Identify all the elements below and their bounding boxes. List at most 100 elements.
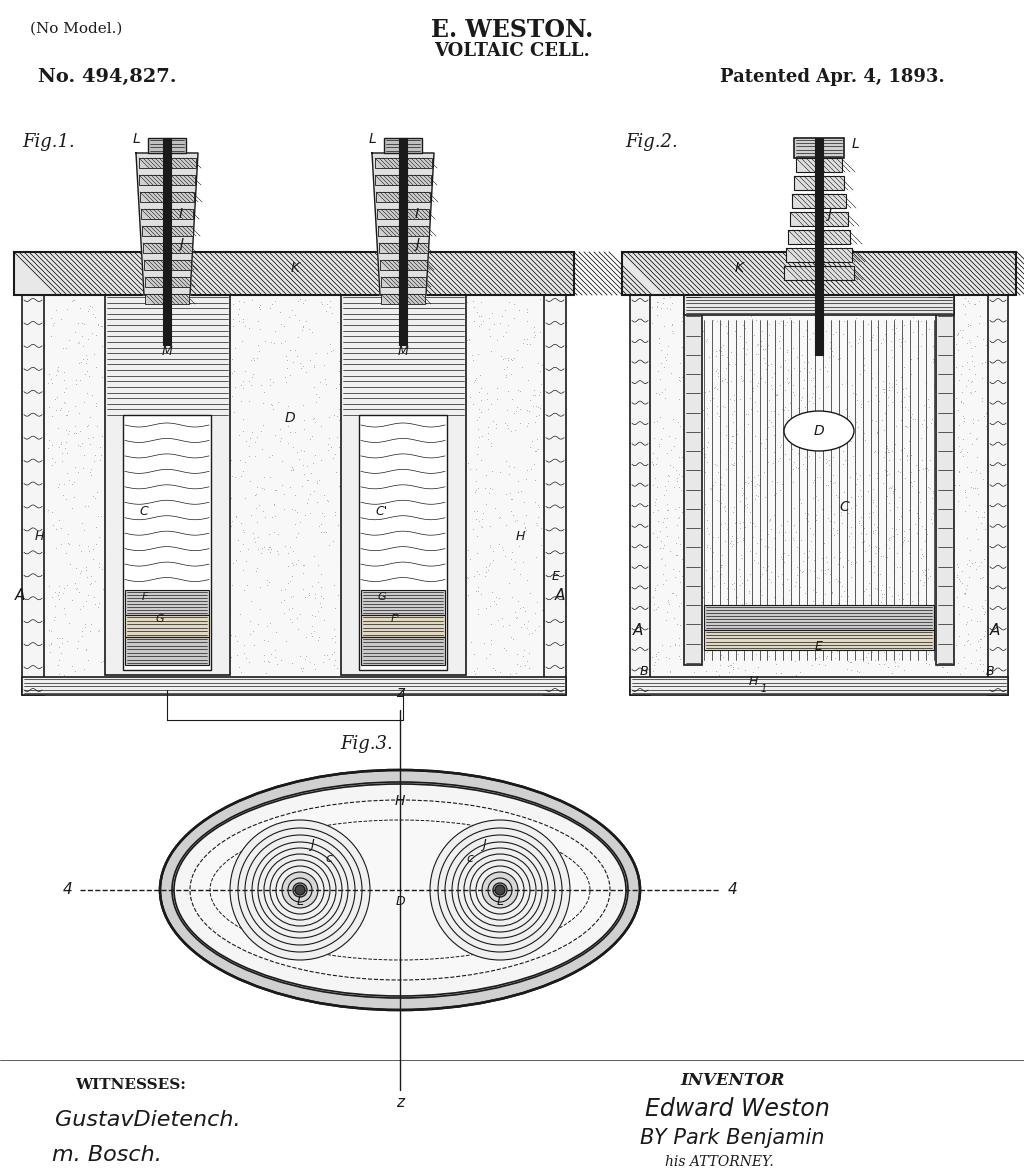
Point xyxy=(113,561,129,580)
Point xyxy=(355,367,372,386)
Point xyxy=(855,652,871,670)
Point xyxy=(511,536,527,555)
Point xyxy=(913,450,930,469)
Point xyxy=(682,475,698,494)
Point xyxy=(223,626,240,644)
Point xyxy=(173,454,189,473)
Point xyxy=(836,609,852,628)
Point xyxy=(687,555,703,574)
Point xyxy=(211,386,227,405)
Point xyxy=(718,292,734,310)
Point xyxy=(204,453,220,472)
Point xyxy=(470,604,486,623)
Point xyxy=(703,547,720,566)
Point xyxy=(919,459,935,477)
Point xyxy=(365,602,381,621)
Point xyxy=(216,377,232,396)
Point xyxy=(783,440,800,459)
Point xyxy=(356,637,373,656)
Point xyxy=(73,353,89,372)
Point xyxy=(932,586,948,604)
Point xyxy=(662,300,678,319)
Point xyxy=(797,353,813,372)
Point xyxy=(953,561,970,580)
Point xyxy=(309,602,326,621)
Point xyxy=(306,589,323,608)
Point xyxy=(815,289,831,308)
Point xyxy=(713,338,729,356)
Point xyxy=(679,306,695,325)
Point xyxy=(141,336,158,355)
Point xyxy=(301,503,317,522)
Point xyxy=(443,617,460,636)
Point xyxy=(820,456,837,475)
Point xyxy=(890,586,906,604)
Point xyxy=(928,370,944,389)
Point xyxy=(818,449,835,468)
Point xyxy=(471,564,487,583)
Point xyxy=(952,392,969,410)
Point xyxy=(930,348,946,367)
Point xyxy=(879,547,895,566)
Point xyxy=(327,633,343,652)
Point xyxy=(811,388,827,407)
Point xyxy=(381,630,397,649)
Point xyxy=(673,481,689,500)
Point xyxy=(944,312,961,330)
Point xyxy=(388,522,404,541)
Point xyxy=(886,316,902,335)
Circle shape xyxy=(258,848,342,933)
Point xyxy=(728,422,744,441)
Point xyxy=(821,339,838,358)
Point xyxy=(746,365,763,383)
Point xyxy=(375,476,391,495)
Point xyxy=(892,462,908,481)
Point xyxy=(82,296,98,315)
Point xyxy=(497,547,513,566)
Point xyxy=(803,532,819,550)
Point xyxy=(827,427,844,446)
Point xyxy=(771,313,787,332)
Point xyxy=(903,607,920,626)
Point xyxy=(744,381,761,400)
Text: z: z xyxy=(396,1095,404,1110)
Point xyxy=(91,437,108,456)
Point xyxy=(919,313,935,332)
Point xyxy=(72,403,88,422)
Text: F': F' xyxy=(391,614,400,624)
Point xyxy=(147,495,164,514)
Point xyxy=(137,630,154,649)
Point xyxy=(115,483,131,502)
Point xyxy=(293,359,309,377)
Point xyxy=(256,467,272,486)
Point xyxy=(961,597,977,616)
Point xyxy=(384,395,400,414)
Point xyxy=(894,567,910,586)
Point xyxy=(769,385,785,403)
Point xyxy=(297,649,313,668)
Point xyxy=(473,584,489,603)
Point xyxy=(313,564,330,583)
Point xyxy=(141,624,158,643)
Text: m. Bosch.: m. Bosch. xyxy=(52,1145,162,1165)
Point xyxy=(719,579,735,597)
Point xyxy=(956,481,973,500)
Point xyxy=(511,301,527,320)
Point xyxy=(675,420,691,439)
Point xyxy=(260,652,276,670)
Point xyxy=(100,289,117,308)
Point xyxy=(456,632,472,650)
Point xyxy=(672,562,688,581)
Point xyxy=(698,537,715,556)
Point xyxy=(408,523,424,542)
Point xyxy=(649,296,666,315)
Point xyxy=(970,508,986,527)
Point xyxy=(879,487,895,506)
Point xyxy=(705,543,721,562)
Point xyxy=(963,383,979,402)
Point xyxy=(293,441,309,460)
Point xyxy=(972,655,988,674)
Point xyxy=(434,356,451,375)
Point xyxy=(816,534,833,553)
Point xyxy=(394,568,411,587)
